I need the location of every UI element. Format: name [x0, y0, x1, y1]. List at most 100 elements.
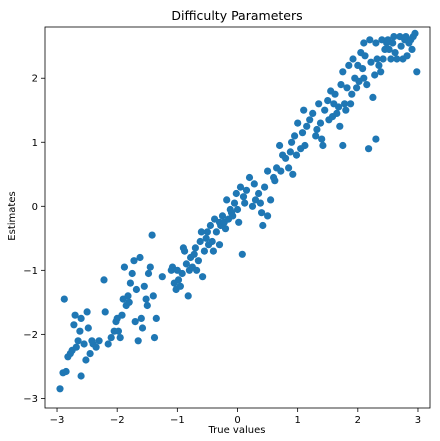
data-point: [130, 257, 138, 265]
data-point: [196, 237, 204, 246]
data-point: [267, 196, 275, 204]
data-point: [132, 285, 140, 294]
data-point: [190, 250, 198, 258]
data-point: [300, 106, 308, 114]
data-point: [101, 308, 109, 316]
data-point: [229, 212, 237, 220]
data-point: [318, 135, 326, 143]
data-point: [264, 212, 272, 220]
x-tick-label: 3: [415, 415, 421, 426]
data-point: [250, 180, 258, 188]
data-point: [128, 269, 136, 278]
y-tick-label: 0: [32, 202, 38, 213]
data-point: [235, 218, 243, 226]
chart-title: Difficulty Parameters: [171, 8, 302, 23]
x-axis-label: True values: [208, 425, 266, 436]
data-point: [413, 68, 421, 76]
x-tick-label: 2: [355, 415, 361, 426]
data-point: [341, 100, 349, 108]
data-point: [120, 263, 128, 271]
y-axis-ticks: −3 −2 −1 0 1 2: [23, 74, 45, 405]
y-tick-label: 1: [32, 138, 38, 149]
data-point: [233, 205, 242, 214]
plot-area-frame: [44, 26, 431, 409]
data-point: [218, 212, 227, 220]
data-point: [385, 45, 393, 54]
data-point: [292, 151, 301, 159]
data-point: [343, 84, 351, 92]
data-point: [84, 324, 92, 332]
data-point: [377, 68, 385, 76]
data-point: [291, 132, 299, 140]
data-point: [206, 221, 214, 230]
data-point: [411, 29, 419, 37]
data-point: [379, 55, 387, 63]
data-point: [174, 276, 183, 284]
data-point: [335, 103, 343, 111]
data-point: [80, 340, 88, 348]
y-tick-label: −3: [23, 394, 38, 405]
data-point: [215, 241, 224, 249]
data-point: [363, 81, 371, 89]
data-point: [197, 228, 205, 236]
data-point: [372, 39, 380, 47]
data-point: [158, 273, 166, 281]
data-point: [176, 282, 184, 290]
data-point: [92, 343, 100, 351]
data-point: [375, 61, 383, 69]
data-point: [255, 189, 263, 198]
data-point: [138, 324, 147, 332]
data-point: [261, 183, 269, 191]
data-point: [271, 177, 279, 185]
data-point: [403, 52, 411, 60]
y-tick-label: 2: [32, 74, 38, 85]
data-point: [316, 119, 325, 127]
data-point: [74, 337, 82, 345]
data-point: [337, 81, 345, 89]
data-point: [149, 292, 157, 300]
data-point: [390, 33, 398, 41]
x-axis-ticks: −3 −2 −1 0 1 2 3: [50, 408, 421, 426]
data-point: [144, 269, 153, 278]
data-point: [202, 234, 210, 242]
data-point: [264, 167, 272, 175]
data-point: [348, 90, 356, 98]
data-point: [359, 65, 367, 73]
data-point: [339, 68, 347, 76]
data-point: [137, 314, 145, 322]
data-point: [182, 260, 190, 268]
data-point: [77, 314, 85, 322]
data-point: [339, 141, 347, 150]
data-point: [124, 292, 132, 300]
data-point: [148, 231, 156, 239]
data-point: [387, 55, 395, 63]
data-point: [86, 350, 94, 358]
data-point: [312, 132, 320, 140]
data-point: [248, 202, 257, 210]
data-point: [95, 337, 103, 345]
data-point: [126, 279, 134, 287]
data-point: [361, 52, 369, 60]
data-point: [321, 106, 329, 114]
data-point: [143, 301, 151, 310]
data-point: [114, 327, 122, 335]
data-point: [349, 55, 357, 63]
data-point: [178, 269, 186, 278]
data-point: [146, 263, 154, 271]
data-point: [373, 55, 381, 63]
data-point: [209, 247, 217, 255]
data-point: [288, 138, 296, 146]
data-point: [294, 119, 302, 127]
data-point: [313, 125, 321, 134]
data-point: [371, 71, 379, 79]
data-point: [360, 39, 368, 47]
data-point: [389, 39, 397, 47]
data-point: [62, 367, 70, 376]
x-tick-label: −3: [50, 415, 65, 426]
data-point: [372, 135, 380, 143]
data-point: [83, 308, 91, 316]
data-point: [125, 298, 133, 306]
data-point: [134, 337, 142, 345]
data-point: [345, 61, 353, 69]
